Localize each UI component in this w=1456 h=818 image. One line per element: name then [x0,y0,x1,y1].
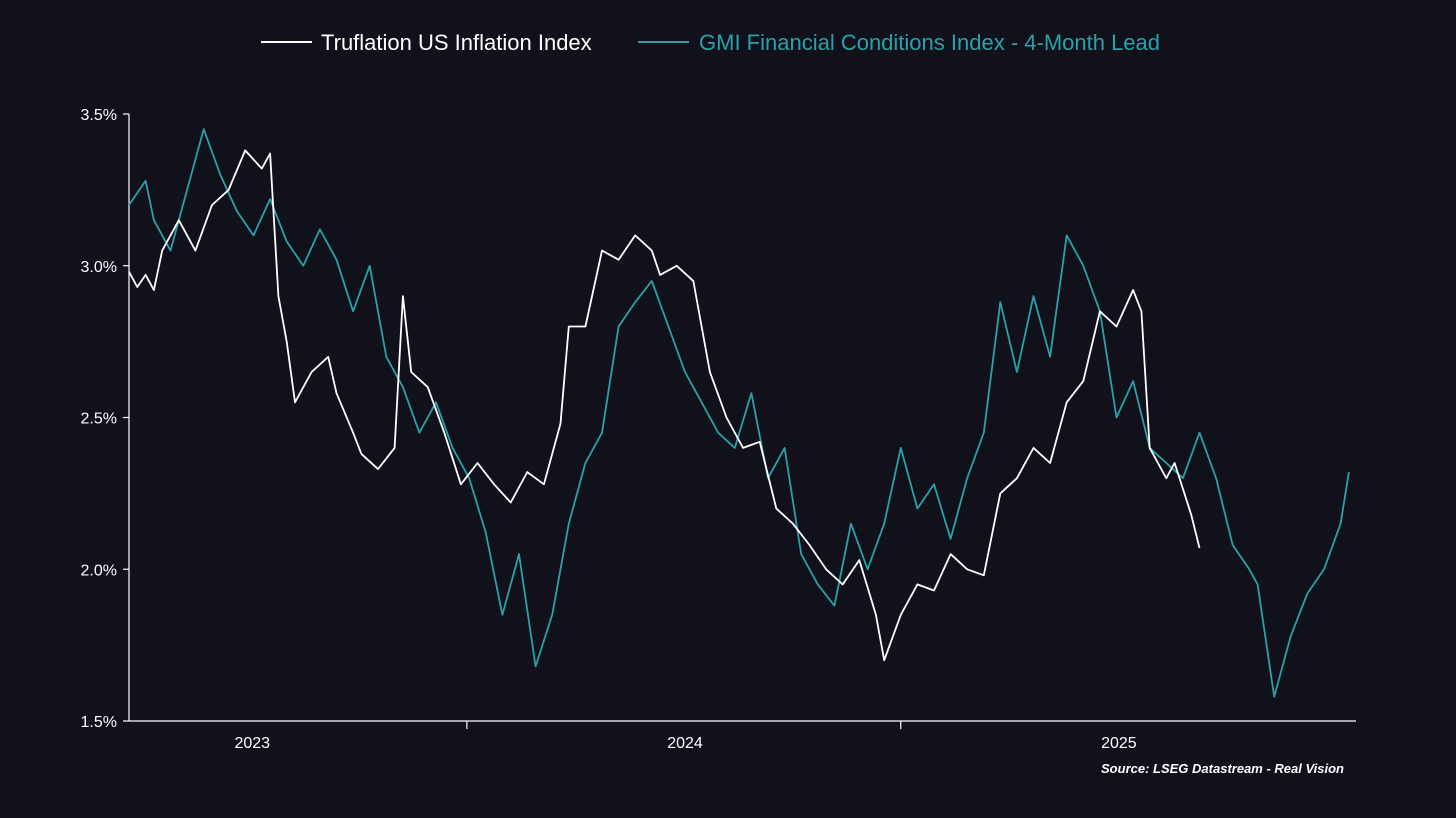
series-line-0 [128,149,1201,662]
series-line-1 [128,128,1350,698]
legend-label: GMI Financial Conditions Index - 4-Month… [699,30,1160,55]
y-tick-label: 2.5% [81,411,117,428]
y-tick-label: 3.5% [81,107,117,124]
source-note: Source: LSEG Datastream - Real Vision [1101,761,1344,776]
y-tick-label: 2.0% [81,562,117,579]
axes: 3.5% 3.0% 2.5% 2.0% 1.5% 2023 2024 2025 [81,107,1356,752]
series-layer [128,128,1350,698]
y-tick-label: 1.5% [81,714,117,731]
legend: Truflation US Inflation Index GMI Financi… [261,30,1160,55]
x-tick-label: 2023 [234,735,270,752]
legend-label: Truflation US Inflation Index [321,30,592,55]
y-tick-label: 3.0% [81,259,117,276]
x-tick-label: 2024 [667,735,703,752]
x-tick-label: 2025 [1101,735,1137,752]
